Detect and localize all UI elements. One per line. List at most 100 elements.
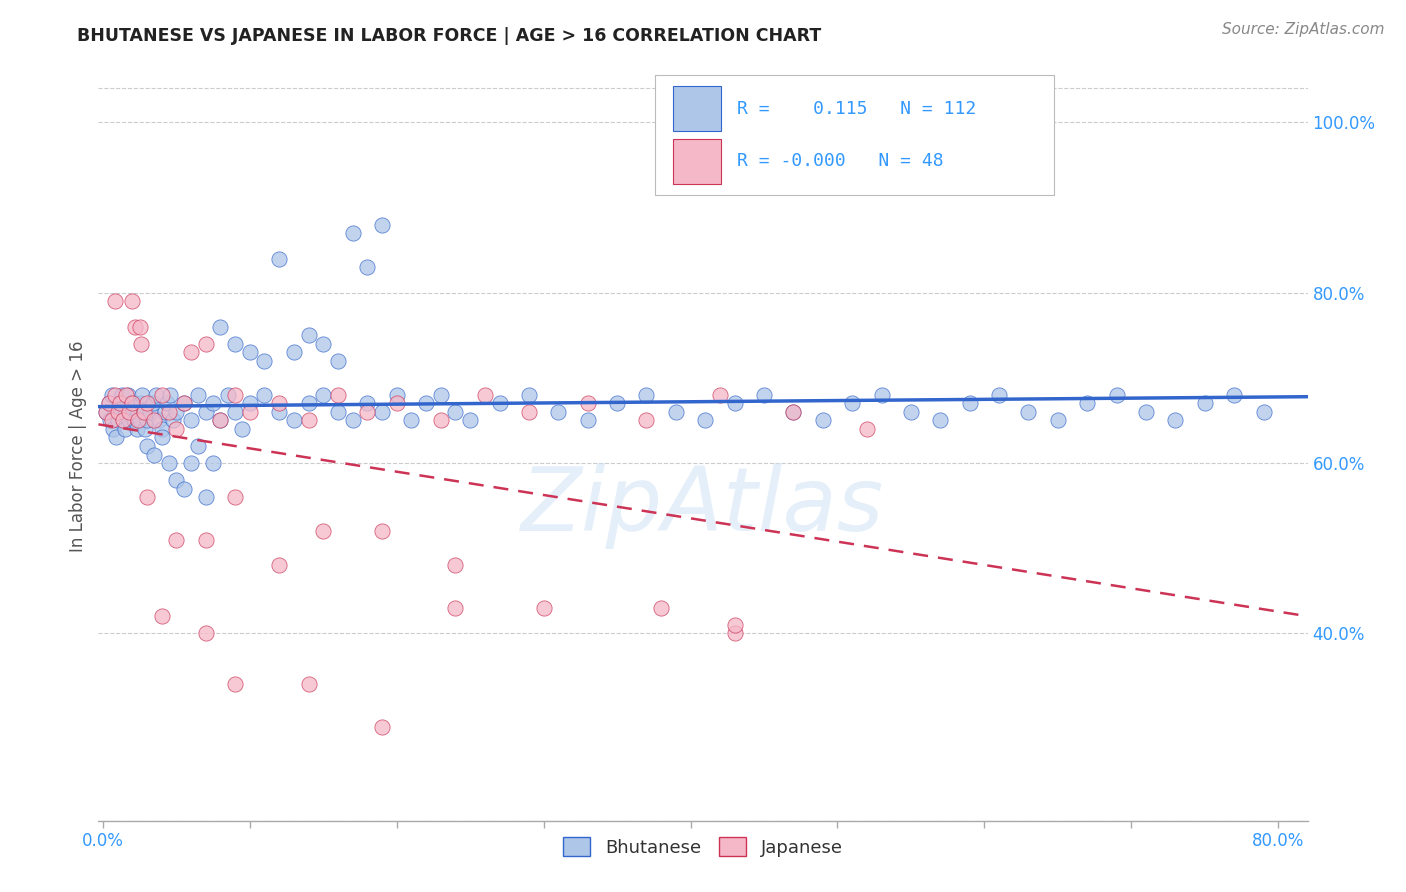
Point	[342, 226, 364, 240]
Point	[929, 413, 952, 427]
Y-axis label: In Labor Force | Age > 16: In Labor Force | Age > 16	[69, 340, 87, 552]
Point	[156, 396, 179, 410]
Point	[115, 405, 138, 419]
Point	[118, 405, 141, 419]
Point	[356, 396, 378, 410]
Point	[165, 473, 187, 487]
Point	[1046, 413, 1069, 427]
Point	[150, 388, 173, 402]
Point	[488, 396, 510, 410]
Point	[429, 388, 451, 402]
Point	[576, 396, 599, 410]
Point	[150, 430, 173, 444]
Point	[135, 396, 157, 410]
Point	[129, 396, 152, 410]
Point	[122, 413, 145, 427]
Point	[94, 405, 117, 419]
Point	[401, 413, 423, 427]
Point	[709, 388, 731, 402]
Point	[371, 524, 394, 538]
Point	[752, 388, 775, 402]
Point	[269, 396, 291, 410]
FancyBboxPatch shape	[673, 87, 721, 131]
Point	[224, 336, 246, 351]
Point	[180, 345, 202, 359]
Point	[107, 413, 129, 427]
Point	[150, 422, 173, 436]
Point	[112, 413, 135, 427]
Point	[124, 319, 146, 334]
Point	[142, 396, 165, 410]
Point	[385, 396, 408, 410]
Point	[165, 422, 187, 436]
Point	[342, 413, 364, 427]
Point	[636, 388, 658, 402]
Point	[180, 456, 202, 470]
Point	[253, 388, 276, 402]
Text: BHUTANESE VS JAPANESE IN LABOR FORCE | AGE > 16 CORRELATION CHART: BHUTANESE VS JAPANESE IN LABOR FORCE | A…	[77, 27, 821, 45]
Point	[101, 422, 124, 436]
Point	[121, 405, 143, 419]
Point	[115, 388, 138, 402]
Point	[356, 405, 378, 419]
Point	[132, 405, 155, 419]
Point	[180, 413, 202, 427]
Point	[103, 294, 125, 309]
Point	[959, 396, 981, 410]
Point	[128, 413, 150, 427]
FancyBboxPatch shape	[673, 139, 721, 184]
Point	[127, 405, 149, 419]
Point	[143, 448, 166, 462]
Point	[94, 405, 117, 419]
Point	[231, 422, 253, 436]
Point	[533, 600, 555, 615]
Point	[283, 413, 305, 427]
Point	[135, 439, 157, 453]
Point	[856, 422, 879, 436]
Point	[110, 396, 132, 410]
Point	[148, 413, 170, 427]
Point	[1194, 396, 1216, 410]
Point	[576, 413, 599, 427]
Point	[124, 396, 146, 410]
Point	[127, 413, 149, 427]
Point	[283, 345, 305, 359]
Point	[723, 617, 745, 632]
Point	[650, 600, 672, 615]
Point	[1017, 405, 1039, 419]
Point	[103, 405, 125, 419]
Point	[1223, 388, 1246, 402]
Text: R =    0.115   N = 112: R = 0.115 N = 112	[737, 100, 976, 118]
Point	[782, 405, 804, 419]
Point	[217, 388, 239, 402]
Point	[371, 218, 394, 232]
Text: R = -0.000   N = 48: R = -0.000 N = 48	[737, 153, 943, 170]
Point	[517, 405, 540, 419]
Point	[444, 405, 467, 419]
Point	[100, 388, 122, 402]
Point	[103, 388, 125, 402]
Point	[105, 430, 128, 444]
Point	[326, 405, 349, 419]
Point	[239, 405, 262, 419]
Point	[312, 336, 335, 351]
Point	[326, 388, 349, 402]
Point	[125, 422, 148, 436]
Point	[1135, 405, 1157, 419]
Point	[157, 405, 180, 419]
Point	[429, 413, 451, 427]
Point	[173, 482, 195, 496]
Point	[118, 413, 141, 427]
Point	[194, 533, 217, 547]
Point	[153, 405, 176, 419]
Point	[900, 405, 922, 419]
Point	[145, 388, 167, 402]
Point	[444, 558, 467, 573]
Point	[202, 456, 225, 470]
Point	[131, 388, 153, 402]
Point	[224, 490, 246, 504]
Point	[120, 396, 142, 410]
Legend: Bhutanese, Japanese: Bhutanese, Japanese	[557, 830, 849, 864]
Point	[97, 396, 120, 410]
Point	[312, 524, 335, 538]
